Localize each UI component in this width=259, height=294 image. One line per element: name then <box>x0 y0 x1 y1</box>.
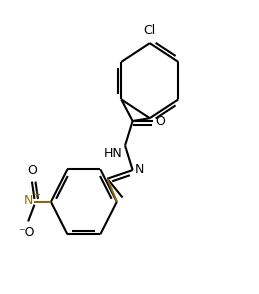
Text: Cl: Cl <box>144 24 156 37</box>
Text: N: N <box>24 194 33 207</box>
Text: N: N <box>135 163 145 176</box>
Text: +: + <box>32 191 40 201</box>
Text: ⁻O: ⁻O <box>19 226 35 239</box>
Text: HN: HN <box>104 147 123 160</box>
Text: O: O <box>27 164 37 177</box>
Text: O: O <box>155 115 165 128</box>
